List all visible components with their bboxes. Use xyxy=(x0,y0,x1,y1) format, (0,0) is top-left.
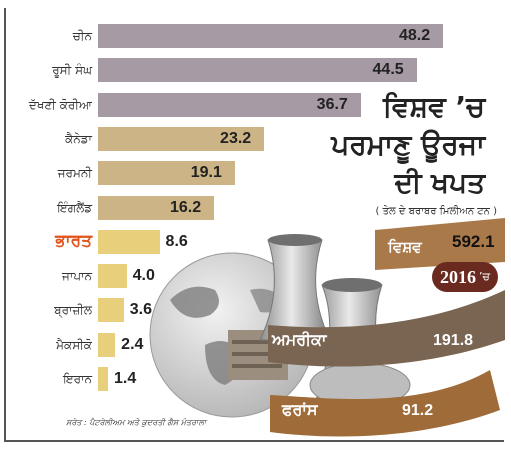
callout-france-label: ਫਰਾਂਸ xyxy=(282,400,318,419)
ribbon-usa xyxy=(268,290,505,367)
chart-title-line-3: ਦੀ ਖਪਤ xyxy=(394,166,485,199)
callout-world-value: 592.1 xyxy=(452,232,495,251)
bar-value-label: 3.6 xyxy=(129,301,153,319)
callout-france-value: 91.2 xyxy=(402,402,434,419)
ribbon-france xyxy=(270,370,500,437)
category-label: ਇਰਾਨ xyxy=(63,372,92,386)
bar-value-label: 44.5 xyxy=(372,61,404,79)
bar-value-label: 48.2 xyxy=(399,27,431,44)
bar xyxy=(98,24,443,48)
ribbon-world xyxy=(375,218,505,270)
bar xyxy=(98,367,109,391)
bar xyxy=(98,264,127,289)
bar xyxy=(98,229,160,254)
bar-value-label: 2.4 xyxy=(121,335,144,353)
source-note: ਸਰੋਤ : ਪੈਟਰੋਲੀਅਮ ਅਤੇ ਕੁਦਰਤੀ ਗੈਸ ਮੰਤਰਾਲਾ xyxy=(66,418,207,427)
bottom-border xyxy=(4,440,504,442)
bar-value-label: 4.0 xyxy=(132,267,155,285)
left-border xyxy=(4,8,6,440)
category-label: ਭਾਰਤ xyxy=(55,230,92,251)
chart-subtitle: ( ਤੇਲ ਦੇ ਬਰਾਬਰ ਮਿਲੀਅਨ ਟਨ ) xyxy=(375,206,497,217)
bar-value-label: 1.4 xyxy=(114,370,137,387)
bar xyxy=(98,126,265,151)
bar xyxy=(98,195,214,220)
chart-title-line-1: ਵਿਸ਼ਵ ’ਚ xyxy=(383,90,485,123)
bar xyxy=(98,298,124,323)
category-label: ਰੂਸੀ ਸੰਘ xyxy=(52,63,92,78)
callout-world-label: ਵਿਸ਼ਵ xyxy=(388,238,422,256)
year-text: 2016 xyxy=(440,266,477,287)
callout-ribbons xyxy=(268,218,505,437)
callout-usa-label: ਅਮਰੀਕਾ xyxy=(272,330,327,349)
category-label: ਬ੍ਰਾਜ਼ੀਲ xyxy=(54,303,92,318)
bar-value-label: 19.1 xyxy=(190,164,222,182)
year-badge: 2016 ’ਚ xyxy=(432,262,498,292)
bar xyxy=(98,58,417,83)
category-label: ਮੈਕਸੀਕੋ xyxy=(56,337,92,352)
category-label: ਕੈਨੇਡਾ xyxy=(65,131,92,146)
bar-value-label: 23.2 xyxy=(220,129,252,147)
bar-value-label: 36.7 xyxy=(316,95,348,113)
category-label: ਚੀਨ xyxy=(72,29,92,43)
bar-value-label: 16.2 xyxy=(169,198,202,216)
bar-value-label: 8.6 xyxy=(165,232,188,250)
chart-title-line-2: ਪਰਮਾਣੂ ਊਰਜਾ xyxy=(331,128,485,161)
bar xyxy=(98,92,361,117)
bar xyxy=(98,332,116,357)
category-label: ਜਰਮਨੀ xyxy=(57,166,92,181)
callout-usa-value: 191.8 xyxy=(433,332,474,349)
category-label: ਇੰਗਲੈਂਡ xyxy=(57,200,92,215)
bar xyxy=(98,161,235,186)
year-suffix: ’ਚ xyxy=(479,270,490,283)
category-label: ਜਾਪਾਨ xyxy=(62,269,92,284)
category-label: ਦੱਖਣੀ ਕੋਰੀਆ xyxy=(28,97,92,112)
